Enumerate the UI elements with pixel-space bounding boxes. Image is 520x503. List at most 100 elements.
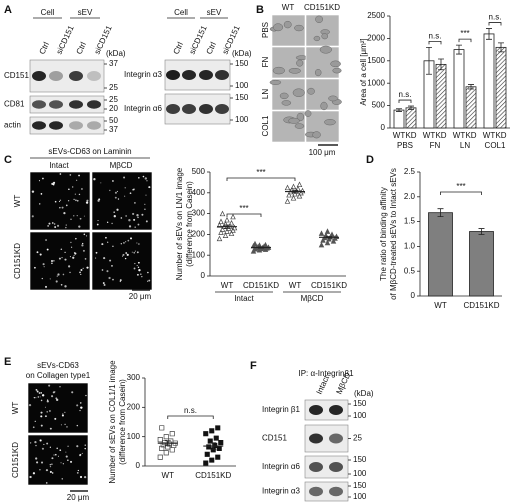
ev-spot [35,444,37,447]
ev-spot [136,251,139,254]
error-bar [426,46,432,75]
ev-spot [111,264,113,267]
ev-spot [101,243,104,246]
cell-shape [319,45,332,54]
ev-spot [122,253,125,256]
blot-image [29,116,105,135]
ev-spot [45,239,47,241]
ev-spot [111,222,113,225]
ev-spot [136,265,138,267]
data-point [222,232,229,238]
row-label: Integrin α6 [262,462,301,471]
series-label: WT [483,131,496,140]
ev-spot [61,478,64,480]
cell-shape [273,23,284,32]
x-tick-label: COL1 [485,141,506,150]
row-label: Integrin α6 [124,104,163,113]
ev-spot [51,472,54,474]
ev-spot [117,198,120,200]
ev-spot [105,236,107,239]
ev-spot [106,221,109,224]
marker-label: 150 [353,399,367,408]
scale-label: 20 μm [129,292,152,301]
blot-band [32,121,46,130]
data-point [203,431,209,437]
ev-spot [100,182,102,184]
ev-spot [144,208,146,210]
cell-shape [269,79,282,85]
ev-spot [75,237,77,240]
lane-label: Ctrl [38,40,52,55]
error-bar [437,208,444,218]
image-title: sEVs-CD63 on Laminin [48,147,131,156]
y-tick-label: 2.5 [404,167,416,176]
ev-spot [39,396,41,398]
ev-spot [70,241,72,244]
ev-spot [76,199,79,202]
error-bar [292,189,298,194]
significance-label: *** [256,168,265,177]
ev-spot [124,187,126,189]
data-point [320,237,326,243]
blot-band [309,462,323,472]
ev-spot [128,219,131,222]
ev-spot [134,202,136,204]
ev-spot [128,225,132,228]
ev-spot [29,442,32,444]
ev-spot [125,215,127,217]
micrograph [29,231,91,291]
ev-spot [113,215,116,218]
ev-spot [68,265,71,268]
data-point [207,438,213,444]
ev-spot [43,443,45,445]
ev-spot [40,411,43,414]
row-label: Integrin α3 [124,70,163,79]
ev-spot [137,266,140,269]
marker-label: 50 [109,116,118,125]
ev-spot [42,177,44,180]
ev-spot [125,241,127,243]
marker-label: 100 [235,81,249,90]
cell-shape [296,59,304,67]
row-label: LN [261,89,270,99]
blot-band [182,70,196,80]
ev-spot [95,257,97,259]
ev-spot [45,285,47,288]
ev-spot [136,273,139,276]
ev-spot [133,188,135,191]
y-axis-label: (difference from Casein) [118,379,127,465]
y-axis-label: of MβCD-treated sEVs to Intact sEVs [389,168,398,300]
ev-spot [72,256,75,259]
blot-band [87,121,101,130]
ev-spot [106,270,109,273]
data-point [290,183,297,190]
ev-spot [49,410,51,412]
ev-spot [53,391,56,393]
blot-band [166,70,180,80]
bar [428,212,453,297]
data-point [218,439,224,446]
cell-shape [315,15,323,24]
ev-spot [82,267,84,270]
ev-spot [97,219,99,222]
significance-bracket [488,22,502,26]
ev-spot [79,217,82,220]
ev-spot [45,482,48,484]
ev-spot [56,275,58,277]
ev-spot [82,242,84,245]
ev-spot [49,427,52,430]
ev-spot [59,199,62,201]
y-tick-label: 500 [372,101,386,110]
blot-band [49,71,63,81]
ev-spot [41,447,44,450]
ev-spot [62,413,64,415]
ev-spot [119,280,122,283]
micrograph [29,171,91,231]
ev-spot [96,223,99,226]
scale-label: 100 μm [309,148,336,157]
x-tick-label: WT [434,301,447,310]
ev-spot [65,224,67,226]
blot-band [215,104,229,114]
blot-band [329,405,343,415]
data-point [299,187,306,194]
